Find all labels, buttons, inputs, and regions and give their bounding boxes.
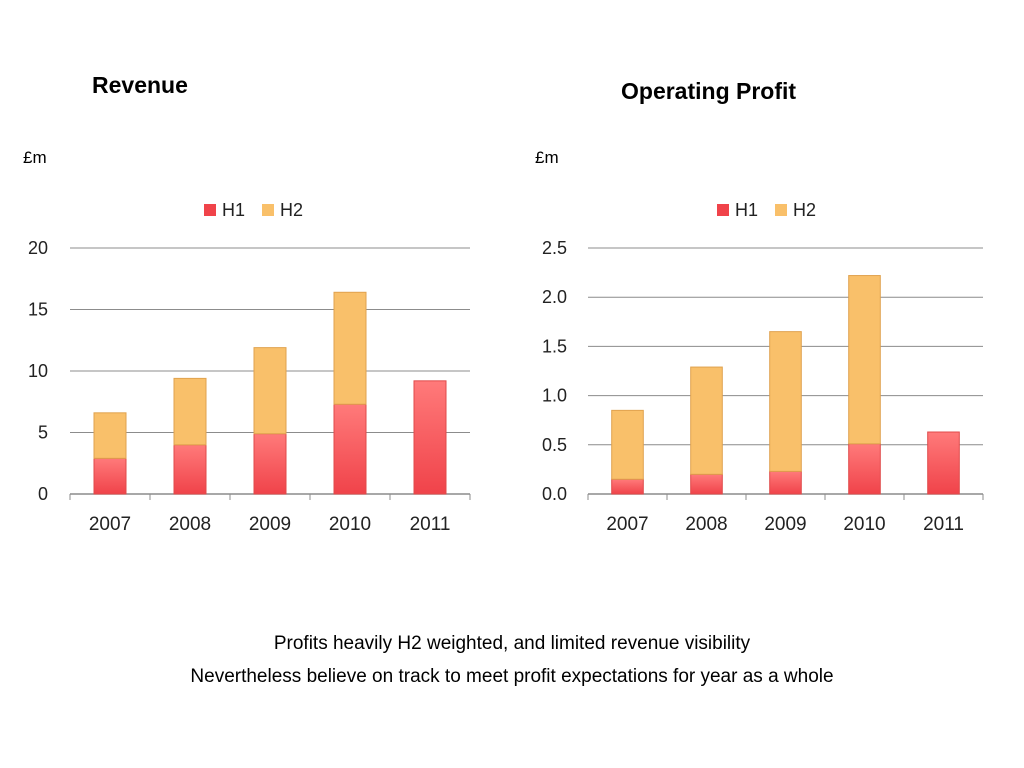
revenue-x-tick-label: 2011 xyxy=(410,514,451,535)
revenue-x-tick-label: 2009 xyxy=(249,514,291,535)
profit-legend-swatch-h2 xyxy=(775,204,787,216)
revenue-legend-label-h2: H2 xyxy=(280,200,303,220)
revenue-bar-h1-2007 xyxy=(93,457,127,495)
profit-y-tick-label: 1.5 xyxy=(542,336,567,356)
revenue-legend-swatch-h2 xyxy=(262,204,274,216)
revenue-bar-h2-2007 xyxy=(93,412,127,459)
profit-legend-label-h2: H2 xyxy=(793,200,816,220)
revenue-bar-h2-2010 xyxy=(333,291,367,405)
profit-y-tick-label: 0.0 xyxy=(542,484,567,504)
profit-y-tick-label: 0.5 xyxy=(542,435,567,455)
revenue-y-tick-label: 0 xyxy=(38,484,48,504)
profit-y-tick-label: 2.0 xyxy=(542,287,567,307)
revenue-legend-swatch-h1 xyxy=(204,204,216,216)
profit-x-tick-label: 2010 xyxy=(843,514,885,535)
revenue-legend: H1 H2 xyxy=(204,200,303,220)
profit-x-tick-label: 2007 xyxy=(606,514,648,535)
profit-bar-h2-2007 xyxy=(611,409,644,480)
profit-bar-h1-2007 xyxy=(611,478,644,495)
caption-line-2: Nevertheless believe on track to meet pr… xyxy=(190,666,834,687)
profit-legend-swatch-h1 xyxy=(717,204,729,216)
profit-legend: H1 H2 xyxy=(717,200,816,220)
revenue-chart: 0 5 10 15 20 2007 2008 2009 2010 2011 H1 H2 xyxy=(28,200,471,535)
revenue-bar-h2-2008 xyxy=(173,377,207,446)
profit-bar-h1-2008 xyxy=(690,473,723,495)
revenue-y-tick-label: 15 xyxy=(28,300,48,320)
profit-bar-h2-2009 xyxy=(769,331,802,472)
revenue-y-tick-label: 20 xyxy=(28,238,48,258)
profit-legend-label-h1: H1 xyxy=(735,200,758,220)
caption-line-1: Profits heavily H2 weighted, and limited… xyxy=(273,633,751,654)
revenue-bar-h1-2010 xyxy=(333,403,367,495)
revenue-unit-label: £m xyxy=(23,148,47,167)
revenue-bar-h2-2009 xyxy=(253,347,287,435)
revenue-bar-h1-2008 xyxy=(173,444,207,495)
profit-x-tick-label: 2011 xyxy=(923,514,964,535)
profit-unit-label: £m xyxy=(535,148,559,167)
revenue-x-tick-label: 2010 xyxy=(329,514,371,535)
profit-bar-h1-2011 xyxy=(927,431,960,495)
revenue-y-tick-label: 5 xyxy=(38,423,48,443)
profit-bar-h1-2009 xyxy=(769,470,802,495)
profit-chart-title: Operating Profit xyxy=(621,78,797,104)
revenue-legend-label-h1: H1 xyxy=(222,200,245,220)
revenue-x-tick-label: 2008 xyxy=(169,514,211,535)
profit-bar-h2-2010 xyxy=(848,275,881,445)
revenue-bar-h1-2009 xyxy=(253,433,287,495)
profit-x-tick-label: 2009 xyxy=(764,514,806,535)
profit-y-tick-label: 1.0 xyxy=(542,386,567,406)
profit-bar-h2-2008 xyxy=(690,366,723,475)
revenue-y-tick-label: 10 xyxy=(28,361,48,381)
profit-x-tick-label: 2008 xyxy=(685,514,727,535)
revenue-chart-title: Revenue xyxy=(92,72,188,98)
operating-profit-chart: 0.0 0.5 1.0 1.5 2.0 2.5 2007 2008 2009 2010 2011 H1… xyxy=(542,200,984,535)
profit-bar-h1-2010 xyxy=(848,443,881,495)
profit-y-tick-label: 2.5 xyxy=(542,238,567,258)
revenue-x-tick-label: 2007 xyxy=(89,514,131,535)
revenue-bar-h1-2011 xyxy=(413,380,447,495)
